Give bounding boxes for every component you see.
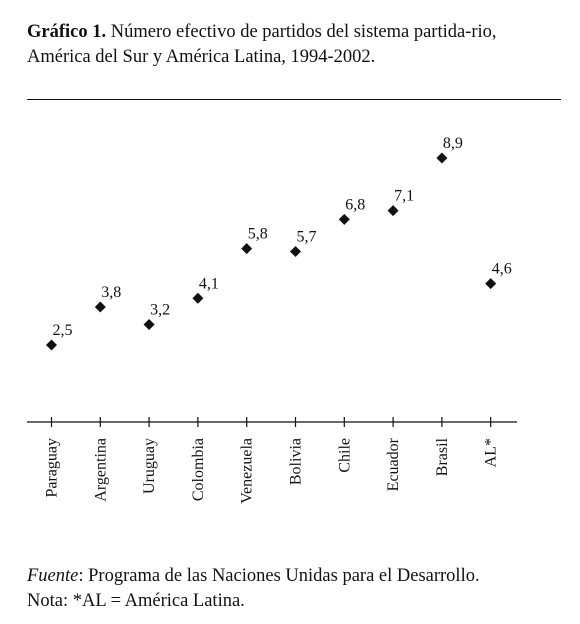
- x-tick-label: Bolivia: [288, 438, 305, 485]
- x-tick-label: Uruguay: [141, 438, 158, 494]
- x-tick-label: AL*: [483, 438, 500, 467]
- x-tick-label: Ecuador: [385, 437, 402, 491]
- data-label: 6,8: [345, 196, 365, 213]
- data-label: 3,2: [150, 302, 170, 319]
- data-label: 3,8: [101, 284, 121, 301]
- data-label: 4,1: [199, 275, 219, 292]
- x-tick-label: Paraguay: [44, 438, 61, 498]
- chart-title: Gráfico 1. Número efectivo de partidos d…: [27, 20, 557, 70]
- data-point: [485, 278, 497, 290]
- chart-source: Fuente: Programa de las Naciones Unidas …: [27, 564, 567, 614]
- scatter-chart: Paraguay 2,5 Argentina 3,8 Uruguay 3,2 Colombi…: [27, 135, 517, 504]
- chart-title-label: Gráfico 1.: [27, 22, 107, 42]
- chart-title-text: Número efectivo de partidos del sistema …: [27, 22, 497, 67]
- data-label: 5,8: [248, 226, 268, 243]
- data-point: [143, 319, 155, 331]
- x-tick-label: Brasil: [434, 437, 451, 476]
- data-label: 8,9: [443, 135, 463, 152]
- source-note: Nota: *AL = América Latina.: [27, 591, 245, 611]
- x-tick-label: Colombia: [190, 438, 207, 501]
- data-point: [436, 152, 448, 164]
- data-label: 7,1: [394, 188, 414, 205]
- data-label: 2,5: [53, 322, 73, 339]
- data-point: [241, 243, 253, 255]
- data-point: [94, 301, 106, 313]
- x-tick-label: Venezuela: [239, 438, 256, 504]
- data-point: [387, 205, 399, 217]
- data-label: 5,7: [297, 229, 317, 246]
- data-point: [46, 339, 57, 351]
- data-point: [338, 213, 350, 225]
- source-text: : Programa de las Naciones Unidas para e…: [78, 566, 480, 586]
- data-point: [290, 246, 301, 257]
- x-tick-label: Chile: [336, 438, 353, 473]
- source-label: Fuente: [27, 566, 79, 586]
- data-point: [192, 292, 204, 304]
- data-label: 4,6: [492, 261, 512, 278]
- x-tick-label: Argentina: [92, 438, 109, 502]
- title-divider: [27, 99, 561, 100]
